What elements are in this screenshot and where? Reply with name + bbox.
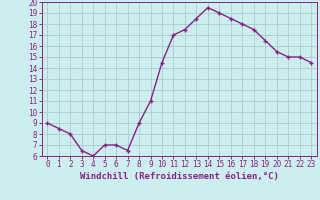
X-axis label: Windchill (Refroidissement éolien,°C): Windchill (Refroidissement éolien,°C) [80,172,279,181]
